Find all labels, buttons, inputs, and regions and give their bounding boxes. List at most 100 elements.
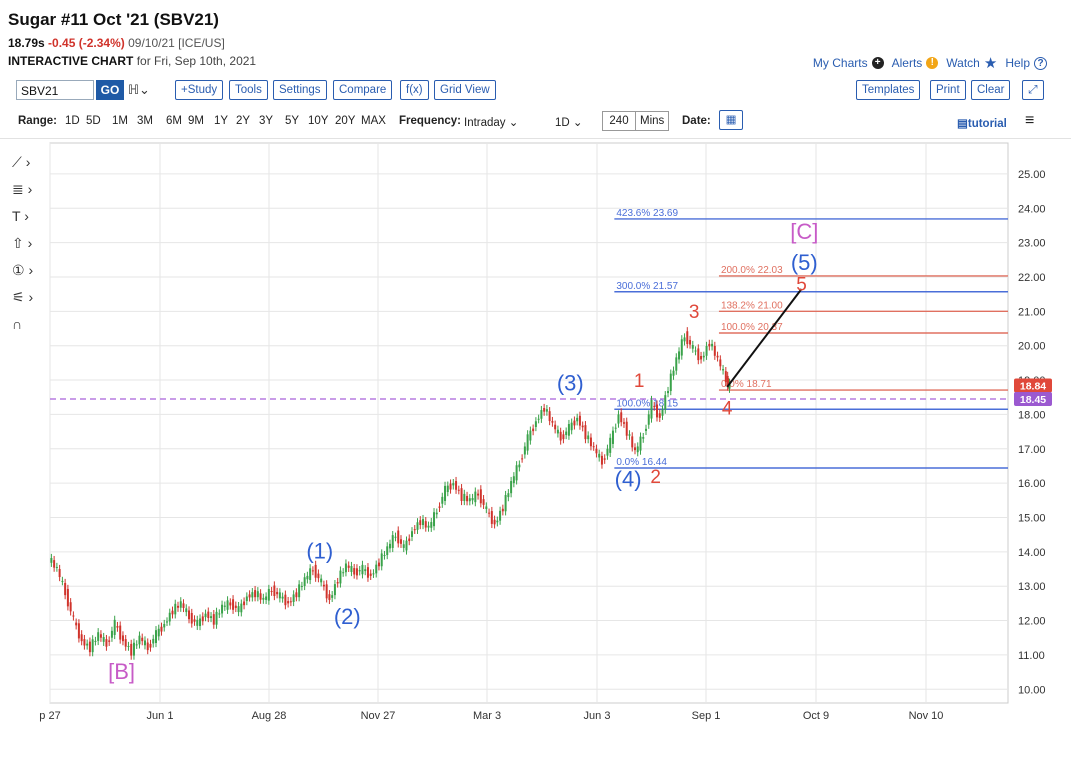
- range-option-3m[interactable]: 3M: [137, 115, 153, 127]
- calendar-icon: ▦: [725, 114, 737, 126]
- expand-button[interactable]: ⤢: [1022, 80, 1044, 100]
- range-option-5d[interactable]: 5D: [86, 115, 101, 127]
- counter-tool[interactable]: ① ›: [12, 262, 46, 282]
- print-button[interactable]: Print: [930, 80, 966, 100]
- plus-circle-icon: +: [871, 57, 884, 69]
- chevron-down-icon: ⌄: [139, 82, 150, 97]
- candle-body: [300, 585, 303, 587]
- range-option-2y[interactable]: 2Y: [236, 115, 251, 127]
- pattern-tool[interactable]: ⚟ ›: [12, 289, 46, 309]
- y-tick-label: 18.00: [1018, 409, 1046, 421]
- menu-icon[interactable]: ≡: [1025, 112, 1035, 129]
- candle-body: [388, 543, 391, 549]
- candle-body: [386, 546, 389, 556]
- line-tool[interactable]: ⟋ ›: [12, 154, 46, 174]
- magnet-tool[interactable]: ∩: [12, 316, 46, 336]
- clear-button[interactable]: Clear: [971, 80, 1011, 100]
- alerts-link[interactable]: Alerts!: [892, 56, 939, 70]
- candle-body: [138, 635, 141, 645]
- arrow-up-icon: ⇧ ›: [12, 235, 33, 251]
- candle-body: [490, 511, 493, 524]
- range-option-1y[interactable]: 1Y: [214, 115, 229, 127]
- range-option-3y[interactable]: 3Y: [259, 115, 274, 127]
- candle-body: [622, 422, 625, 424]
- candle-body: [196, 619, 199, 626]
- candle-body: [201, 616, 204, 622]
- chart-type-dropdown[interactable]: ℍ⌄: [128, 82, 150, 98]
- candle-body: [80, 634, 83, 642]
- y-tick-label: 20.00: [1018, 341, 1046, 353]
- watch-link[interactable]: Watch ★: [946, 54, 997, 72]
- candle-body: [606, 448, 609, 456]
- function-button[interactable]: f(x): [400, 80, 429, 100]
- candle-body: [650, 399, 653, 419]
- minutes-input[interactable]: 240: [602, 111, 636, 131]
- candle-body: [573, 420, 576, 426]
- candle-body: [229, 602, 232, 606]
- candle-body: [460, 488, 463, 501]
- range-option-9m[interactable]: 9M: [188, 115, 204, 127]
- settings-button[interactable]: Settings: [273, 80, 327, 100]
- symbol-input[interactable]: SBV21: [16, 80, 94, 100]
- calendar-button[interactable]: ▦: [719, 110, 743, 130]
- candle-body: [380, 553, 383, 567]
- candle-body: [700, 356, 703, 360]
- interval-select[interactable]: 1D ⌄: [555, 115, 583, 129]
- candle-body: [424, 521, 427, 528]
- range-option-max[interactable]: MAX: [361, 115, 386, 127]
- candle-body: [309, 568, 312, 581]
- candle-body: [369, 573, 372, 576]
- range-option-20y[interactable]: 20Y: [335, 115, 356, 127]
- candle-body: [565, 431, 568, 436]
- candle-body: [325, 584, 328, 599]
- candle-body: [157, 628, 160, 637]
- y-tick-label: 13.00: [1018, 581, 1046, 593]
- candle-body: [165, 621, 168, 623]
- candle-body: [350, 566, 353, 572]
- price-badge-label: 18.45: [1020, 394, 1046, 406]
- candle-body: [248, 594, 251, 598]
- candle-body: [322, 584, 325, 587]
- candle-body: [441, 496, 444, 504]
- my-charts-link[interactable]: My Charts +: [813, 56, 884, 70]
- candle-body: [411, 531, 414, 537]
- candle-body: [99, 634, 102, 638]
- range-option-1m[interactable]: 1M: [112, 115, 128, 127]
- range-option-1d[interactable]: 1D: [65, 115, 80, 127]
- candle-body: [75, 622, 78, 626]
- help-link[interactable]: Help?: [1005, 56, 1047, 70]
- range-option-6m[interactable]: 6M: [166, 115, 182, 127]
- candle-body: [581, 425, 584, 428]
- candle-body: [482, 499, 485, 505]
- tutorial-link[interactable]: ▤tutorial: [957, 116, 1007, 130]
- templates-button[interactable]: Templates: [856, 80, 921, 100]
- candle-body: [177, 605, 180, 608]
- candle-body: [444, 485, 447, 501]
- candle-body: [507, 493, 510, 498]
- text-tool[interactable]: T ›: [12, 208, 46, 228]
- candle-body: [358, 570, 361, 572]
- frequency-select[interactable]: Intraday ⌄: [464, 115, 518, 129]
- x-tick-label: Mar 3: [473, 710, 501, 722]
- candle-body: [548, 411, 551, 422]
- price-badge: [1014, 391, 1052, 406]
- range-option-10y[interactable]: 10Y: [308, 115, 329, 127]
- add-study-button[interactable]: +Study: [175, 80, 224, 100]
- candle-body: [190, 612, 193, 624]
- candle-body: [292, 594, 295, 602]
- candle-body: [333, 584, 336, 596]
- candle-body: [240, 603, 243, 613]
- candle-body: [642, 437, 645, 439]
- candle-body: [391, 535, 394, 548]
- grid-view-button[interactable]: Grid View: [434, 80, 496, 100]
- candle-body: [135, 644, 138, 646]
- arrow-tool[interactable]: ⇧ ›: [12, 235, 46, 255]
- compare-button[interactable]: Compare: [333, 80, 393, 100]
- tools-button[interactable]: Tools: [229, 80, 268, 100]
- candle-body: [479, 489, 482, 504]
- candle-body: [226, 600, 229, 610]
- go-button[interactable]: GO: [96, 80, 124, 100]
- range-option-5y[interactable]: 5Y: [285, 115, 300, 127]
- fib-tool[interactable]: ≣ ›: [12, 181, 46, 201]
